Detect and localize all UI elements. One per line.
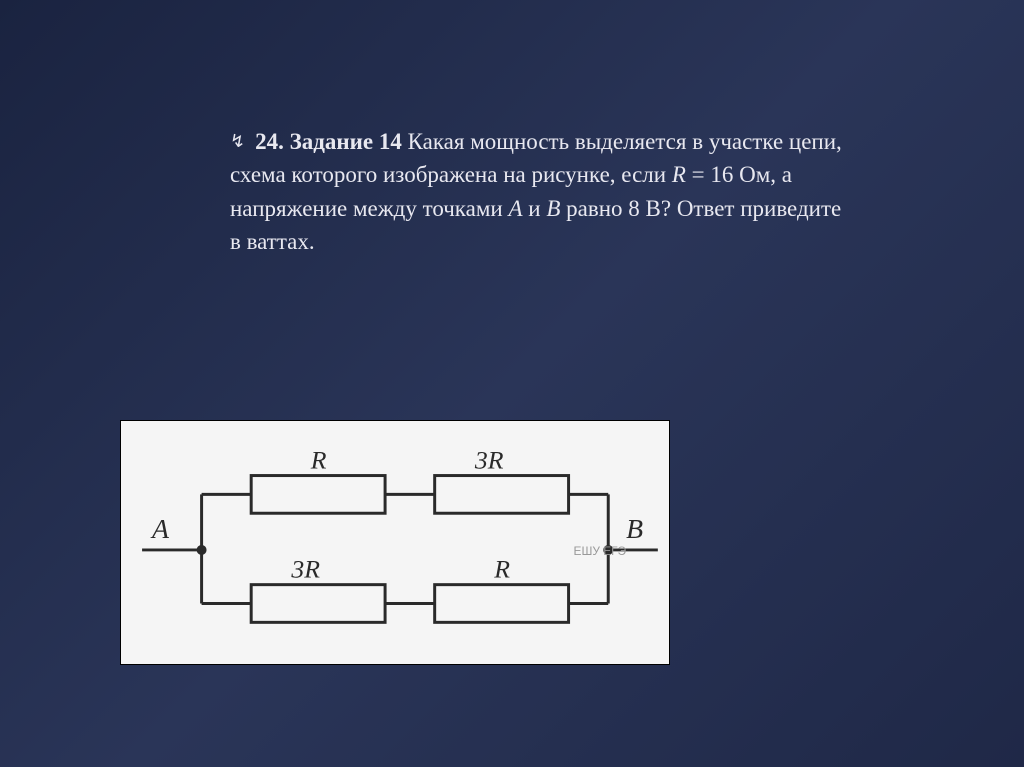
watermark: ЕШУ ЕГЭ xyxy=(574,544,627,558)
resistors: R 3R 3R R xyxy=(251,446,568,623)
resistor-label: 3R xyxy=(290,555,320,584)
var-R: R xyxy=(672,162,686,187)
sentence-part: и xyxy=(523,196,547,221)
circuit-svg: R 3R 3R R A B ЕШУ ЕГЭ xyxy=(121,421,669,664)
problem-text: ↯24. Задание 14 Какая мощность выделяетс… xyxy=(230,125,850,258)
resistor-r-top-left xyxy=(251,476,385,514)
resistor-r-bot-left xyxy=(251,585,385,623)
bullet-icon: ↯ xyxy=(230,128,245,154)
task-label: Задание 14 xyxy=(290,129,402,154)
var-A: А xyxy=(508,196,522,221)
var-B: В xyxy=(546,196,560,221)
resistor-label: R xyxy=(310,446,327,475)
node-dot xyxy=(197,545,207,555)
terminal-a: A xyxy=(150,514,170,545)
nodes xyxy=(197,545,614,555)
resistor-r-top-right xyxy=(435,476,569,514)
resistor-label: R xyxy=(493,555,510,584)
resistor-r-bot-right xyxy=(435,585,569,623)
problem-number: 24. xyxy=(255,129,284,154)
circuit-diagram: R 3R 3R R A B ЕШУ ЕГЭ xyxy=(120,420,670,665)
terminal-b: B xyxy=(626,514,643,545)
resistor-label: 3R xyxy=(474,446,504,475)
